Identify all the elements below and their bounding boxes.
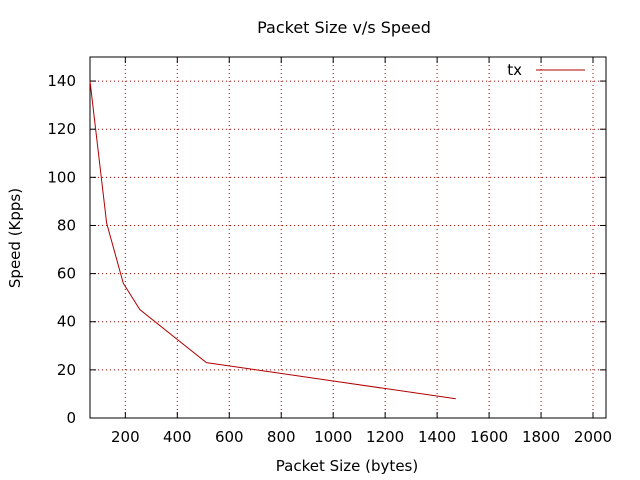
y-tick-label: 60 <box>57 265 76 283</box>
x-tick-label: 1600 <box>470 428 508 446</box>
y-tick-label: 140 <box>47 72 76 90</box>
chart-title: Packet Size v/s Speed <box>257 18 431 37</box>
x-tick-label: 1800 <box>522 428 560 446</box>
legend: tx <box>507 61 585 79</box>
y-tick-label: 100 <box>47 168 76 186</box>
x-tick-label: 1000 <box>314 428 352 446</box>
x-axis-label: Packet Size (bytes) <box>276 457 418 475</box>
y-tick-label: 40 <box>57 313 76 331</box>
x-tick-label: 2000 <box>574 428 612 446</box>
x-tick-label: 200 <box>111 428 140 446</box>
series-line-tx <box>89 81 456 400</box>
y-tick-label: 0 <box>66 409 76 427</box>
x-tick-label: 800 <box>267 428 296 446</box>
grid <box>90 57 606 418</box>
y-axis-label: Speed (Kpps) <box>6 188 24 288</box>
x-tick-label: 1400 <box>418 428 456 446</box>
y-tick-label: 80 <box>57 216 76 234</box>
x-tick-label: 1200 <box>366 428 404 446</box>
plot-frame <box>89 56 607 419</box>
x-tick-label: 600 <box>215 428 244 446</box>
y-tick-label: 20 <box>57 361 76 379</box>
y-tick-label: 120 <box>47 120 76 138</box>
ticks: 200 400 600 800 1000 1200 1400 1600 1800 2000 0 20 4… <box>47 57 612 446</box>
series-layer <box>89 81 456 400</box>
x-tick-label: 400 <box>163 428 192 446</box>
legend-label: tx <box>507 61 522 79</box>
